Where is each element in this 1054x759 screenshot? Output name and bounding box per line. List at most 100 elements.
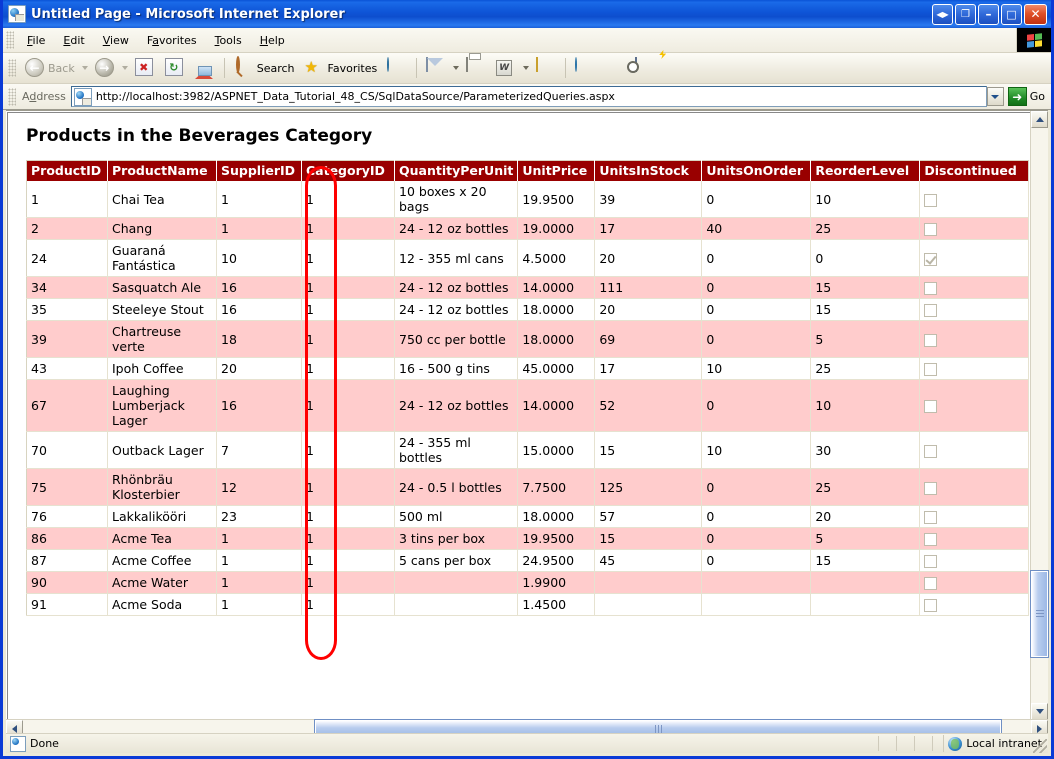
windows-flag-icon bbox=[1026, 32, 1042, 48]
edit-dropdown-icon[interactable] bbox=[523, 66, 530, 70]
print-button[interactable] bbox=[461, 56, 491, 80]
messenger-button[interactable] bbox=[570, 56, 600, 80]
vertical-scroll-thumb[interactable] bbox=[1030, 569, 1049, 659]
search-button[interactable]: Search bbox=[229, 56, 300, 80]
discontinued-checkbox[interactable] bbox=[924, 444, 938, 458]
cell-discontinued bbox=[919, 549, 1030, 572]
cell-productname: Outback Lager bbox=[107, 431, 217, 469]
fox-button[interactable] bbox=[600, 56, 630, 80]
discontinued-checkbox[interactable] bbox=[924, 363, 938, 376]
grid-header-row: ProductID ProductName SupplierID CategoryID… bbox=[26, 160, 1029, 181]
menu-item-help[interactable]: Help bbox=[259, 33, 285, 47]
favorites-button[interactable]: ★ Favorites bbox=[300, 56, 383, 80]
cell-discontinued bbox=[919, 431, 1030, 469]
table-row: 34 Sasquatch Ale 16 1 24 - 12 oz bottles 14.0… bbox=[26, 276, 1030, 299]
maximize-icon: □ bbox=[1006, 7, 1017, 21]
cell-unitsinstock: 39 bbox=[594, 181, 703, 218]
cell-categoryid: 1 bbox=[301, 571, 395, 594]
grid-body: 1 Chai Tea 1 1 10 boxes x 20 bags 19.9500 39 0 1… bbox=[26, 181, 1030, 616]
ie-page-icon bbox=[10, 735, 26, 752]
restore-window-button[interactable]: ❐ bbox=[955, 3, 976, 25]
horizontal-scrollbar[interactable] bbox=[6, 719, 1048, 738]
discontinued-checkbox[interactable] bbox=[924, 304, 938, 317]
address-input[interactable]: http://localhost:3982/ASPNET_Data_Tutori… bbox=[70, 86, 987, 107]
content-area: Products in the Beverages Category Produ… bbox=[6, 110, 1049, 720]
maximize-button[interactable]: □ bbox=[1001, 3, 1022, 25]
chevron-down-icon bbox=[991, 94, 1000, 99]
discontinued-checkbox[interactable] bbox=[924, 252, 938, 266]
discontinued-checkbox[interactable] bbox=[924, 511, 938, 524]
research-button[interactable] bbox=[630, 56, 660, 80]
mail-button[interactable] bbox=[421, 56, 451, 80]
matrix-button[interactable] bbox=[660, 56, 690, 80]
menu-item-view[interactable]: View bbox=[102, 33, 129, 47]
discontinued-checkbox[interactable] bbox=[924, 481, 938, 495]
security-zone-pane[interactable]: Local intranet bbox=[943, 735, 1048, 752]
discontinued-checkbox[interactable] bbox=[924, 577, 938, 590]
cell-discontinued bbox=[919, 571, 1030, 594]
scroll-right-button[interactable] bbox=[1031, 720, 1048, 737]
menu-item-tools[interactable]: Tools bbox=[214, 33, 242, 47]
discontinued-checkbox[interactable] bbox=[924, 223, 938, 236]
status-message-pane: Done bbox=[6, 735, 63, 752]
cell-unitsinstock: 69 bbox=[594, 320, 703, 358]
discontinued-checkbox[interactable] bbox=[924, 333, 938, 347]
notes-button[interactable] bbox=[531, 56, 561, 80]
cell-unitprice: 14.0000 bbox=[517, 379, 596, 432]
back-dropdown-icon[interactable] bbox=[81, 66, 88, 70]
stop-button[interactable]: ✖ bbox=[130, 56, 160, 80]
scroll-up-button[interactable] bbox=[1031, 111, 1048, 128]
cell-discontinued bbox=[919, 505, 1030, 528]
cell-productname: Ipoh Coffee bbox=[107, 357, 217, 380]
menu-item-edit[interactable]: Edit bbox=[63, 33, 85, 47]
cell-productid: 86 bbox=[26, 527, 108, 550]
status-divider bbox=[896, 736, 898, 751]
window-resize-grip[interactable] bbox=[1033, 739, 1047, 753]
minimize-button[interactable]: – bbox=[978, 3, 999, 25]
browser-toolbar: ← Back → ✖ ↻ Search ★ Favorites bbox=[3, 53, 1051, 84]
media-button[interactable] bbox=[382, 56, 412, 80]
discontinued-checkbox[interactable] bbox=[924, 282, 938, 295]
menu-item-file[interactable]: File bbox=[27, 33, 46, 47]
edit-in-word-button[interactable]: W bbox=[491, 56, 521, 80]
scroll-down-button[interactable] bbox=[1031, 703, 1048, 720]
discontinued-checkbox[interactable] bbox=[924, 599, 938, 612]
discontinued-checkbox[interactable] bbox=[924, 193, 938, 207]
vertical-scrollbar[interactable] bbox=[1030, 111, 1049, 720]
cell-unitsinstock: 20 bbox=[594, 239, 703, 277]
forward-dropdown-icon[interactable] bbox=[121, 66, 128, 70]
menu-item-edit-rest: dit bbox=[70, 33, 85, 47]
cell-unitsinstock: 52 bbox=[594, 379, 703, 432]
horizontal-scroll-track[interactable] bbox=[23, 719, 1031, 738]
cell-unitprice: 7.7500 bbox=[517, 468, 596, 506]
cell-categoryid: 1 bbox=[301, 431, 395, 469]
refresh-button[interactable]: ↻ bbox=[160, 56, 190, 80]
cell-unitsinstock bbox=[594, 571, 703, 594]
discontinued-checkbox[interactable] bbox=[924, 555, 938, 568]
mail-dropdown-icon[interactable] bbox=[453, 66, 460, 70]
close-button[interactable]: ✕ bbox=[1024, 3, 1047, 25]
toolbar-gripper[interactable] bbox=[8, 59, 16, 77]
cell-unitsonorder bbox=[701, 571, 812, 594]
forward-button[interactable]: → bbox=[90, 56, 120, 80]
cell-unitsonorder: 0 bbox=[701, 379, 812, 432]
back-button[interactable]: ← Back bbox=[20, 56, 80, 80]
scroll-left-button[interactable] bbox=[6, 720, 23, 737]
status-divider bbox=[878, 736, 880, 751]
cell-productid: 35 bbox=[26, 298, 108, 321]
cell-reorderlevel: 10 bbox=[810, 181, 921, 218]
vertical-scroll-track[interactable] bbox=[1030, 128, 1049, 703]
cell-quantityperunit: 3 tins per box bbox=[394, 527, 519, 550]
home-button[interactable] bbox=[190, 56, 220, 80]
restore-group-button[interactable]: ◀▶ bbox=[932, 3, 953, 25]
go-button[interactable]: ➜ Go bbox=[1005, 87, 1051, 106]
cell-unitsonorder: 10 bbox=[701, 431, 812, 469]
discontinued-checkbox[interactable] bbox=[924, 533, 938, 546]
address-gripper[interactable] bbox=[8, 87, 16, 106]
menu-gripper[interactable] bbox=[6, 31, 14, 49]
menu-item-favorites[interactable]: Favorites bbox=[146, 33, 197, 47]
cell-discontinued bbox=[919, 593, 1030, 616]
discontinued-checkbox[interactable] bbox=[924, 400, 938, 413]
address-dropdown-button[interactable] bbox=[986, 87, 1004, 106]
